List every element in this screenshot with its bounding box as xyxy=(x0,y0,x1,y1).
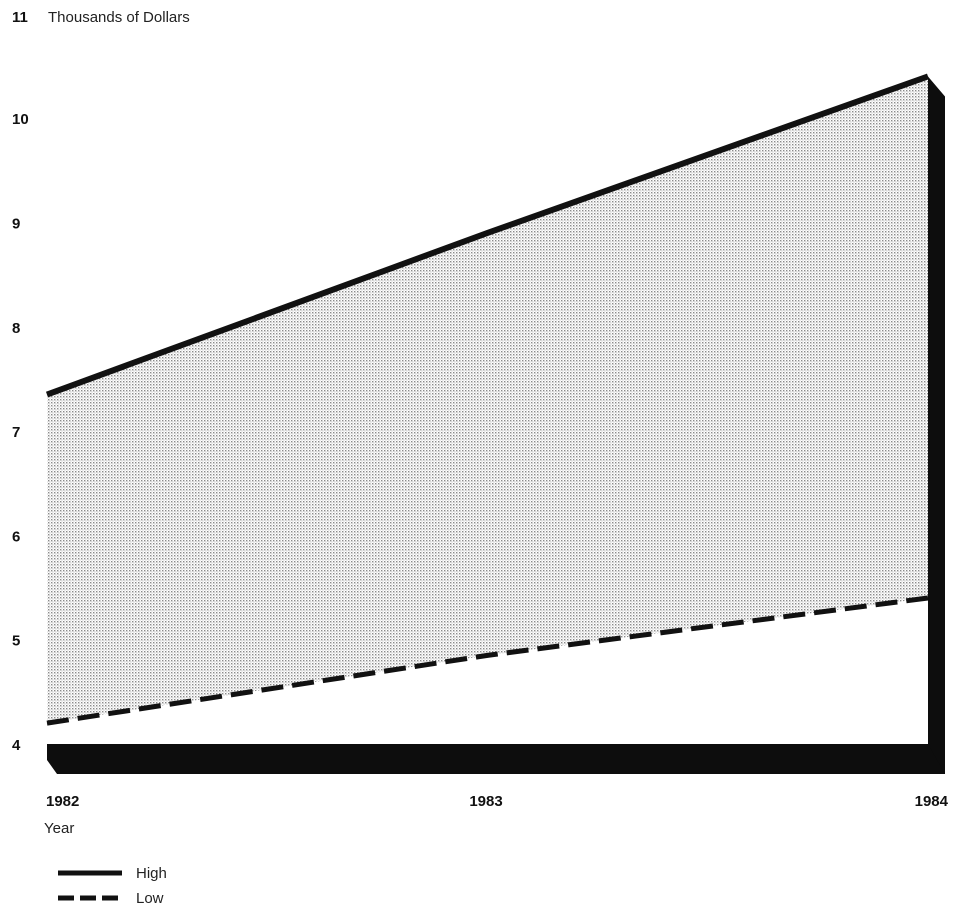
legend-item-high: High xyxy=(58,865,167,882)
y-tick-6: 6 xyxy=(12,528,20,545)
x-tick-1982: 1982 xyxy=(46,793,79,810)
y-tick-7: 7 xyxy=(12,424,20,441)
chart-side-wall xyxy=(928,76,945,775)
chart-lines xyxy=(45,73,930,726)
y-axis-ticks: 4 5 6 7 8 9 10 xyxy=(12,111,29,754)
x-tick-1983: 1983 xyxy=(469,793,502,810)
y-tick-9: 9 xyxy=(12,216,20,233)
base-bar xyxy=(47,744,945,774)
legend-label-low: Low xyxy=(136,890,164,907)
legend: High Low xyxy=(58,865,167,907)
y-tick-8: 8 xyxy=(12,320,20,337)
x-axis-label: Year xyxy=(44,820,74,837)
legend-item-low: Low xyxy=(58,890,164,907)
y-tick-11: 11 xyxy=(12,9,28,26)
x-tick-1984: 1984 xyxy=(915,793,949,810)
high-low-range-area xyxy=(47,76,928,724)
y-axis-label: Thousands of Dollars xyxy=(48,9,190,26)
chart-base-bar xyxy=(47,744,945,774)
legend-label-high: High xyxy=(136,865,167,882)
y-tick-5: 5 xyxy=(12,633,20,650)
chart-bands xyxy=(47,76,945,775)
low-area xyxy=(47,597,928,744)
y-tick-4: 4 xyxy=(12,737,21,754)
y-tick-10: 10 xyxy=(12,111,29,128)
